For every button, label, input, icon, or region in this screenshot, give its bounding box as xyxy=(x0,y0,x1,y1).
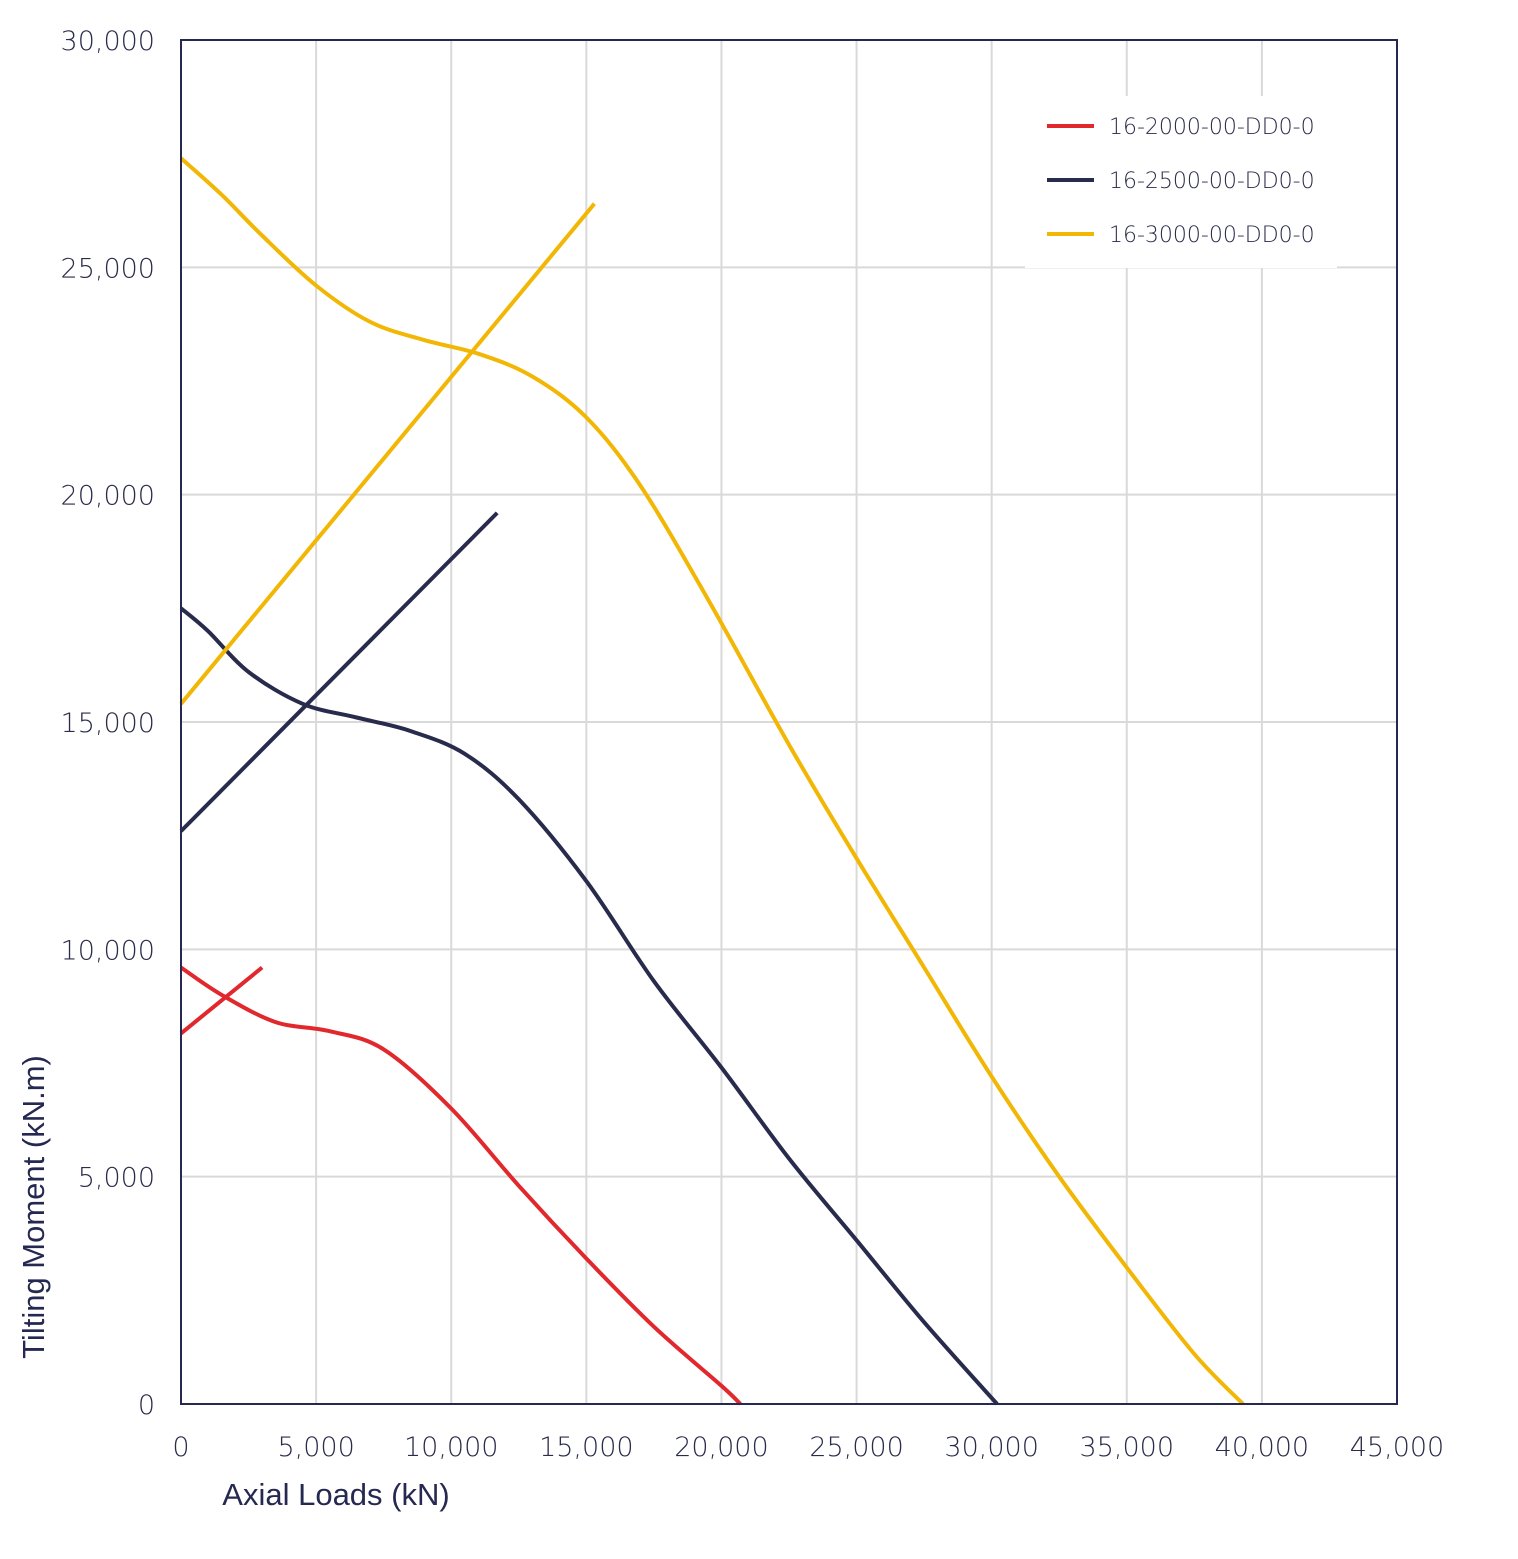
y-tick-label: 20,000 xyxy=(61,481,155,512)
y-tick-label: 25,000 xyxy=(61,253,155,284)
y-tick-label: 10,000 xyxy=(61,935,155,966)
y-tick-label: 30,000 xyxy=(61,26,155,57)
x-tick-label: 40,000 xyxy=(1215,1432,1309,1463)
x-tick-label: 0 xyxy=(172,1432,189,1463)
x-tick-label: 5,000 xyxy=(277,1432,354,1463)
plot-frame xyxy=(180,39,1398,1405)
x-tick-label: 30,000 xyxy=(944,1432,1038,1463)
y-tick-label: 15,000 xyxy=(61,708,155,739)
legend-label: 16-2000-00-DD0-0 xyxy=(1109,115,1315,140)
legend-label: 16-2500-00-DD0-0 xyxy=(1109,169,1315,194)
series-line-3-curve xyxy=(179,156,1245,1406)
series-line-2-curve xyxy=(179,606,999,1406)
y-axis-tick-labels: 0 5,000 10,000 15,000 20,000 25,000 30,000 xyxy=(61,26,155,1421)
x-tick-label: 10,000 xyxy=(404,1432,498,1463)
series-lines xyxy=(179,156,1245,1406)
series-line-2-limit xyxy=(179,511,499,833)
x-tick-label: 45,000 xyxy=(1350,1432,1444,1463)
y-axis-title: Tilting Moment (kN.m) xyxy=(16,1055,51,1359)
series-line-3-limit xyxy=(179,202,596,706)
x-axis-title: Axial Loads (kN) xyxy=(222,1477,449,1512)
series-line-1-curve xyxy=(179,965,742,1406)
x-tick-label: 15,000 xyxy=(539,1432,633,1463)
legend-label: 16-3000-00-DD0-0 xyxy=(1109,223,1315,248)
y-tick-label: 5,000 xyxy=(78,1163,155,1194)
series-line-1-limit xyxy=(179,965,264,1035)
legend: 16-2000-00-DD0-0 16-2500-00-DD0-0 16-3000-… xyxy=(1025,96,1337,268)
y-tick-label: 0 xyxy=(138,1390,155,1421)
x-tick-label: 20,000 xyxy=(674,1432,768,1463)
x-tick-label: 25,000 xyxy=(809,1432,903,1463)
x-axis-tick-labels: 0 5,000 10,000 15,000 20,000 25,000 30,000 35,0… xyxy=(172,1432,1444,1463)
x-tick-label: 35,000 xyxy=(1080,1432,1174,1463)
